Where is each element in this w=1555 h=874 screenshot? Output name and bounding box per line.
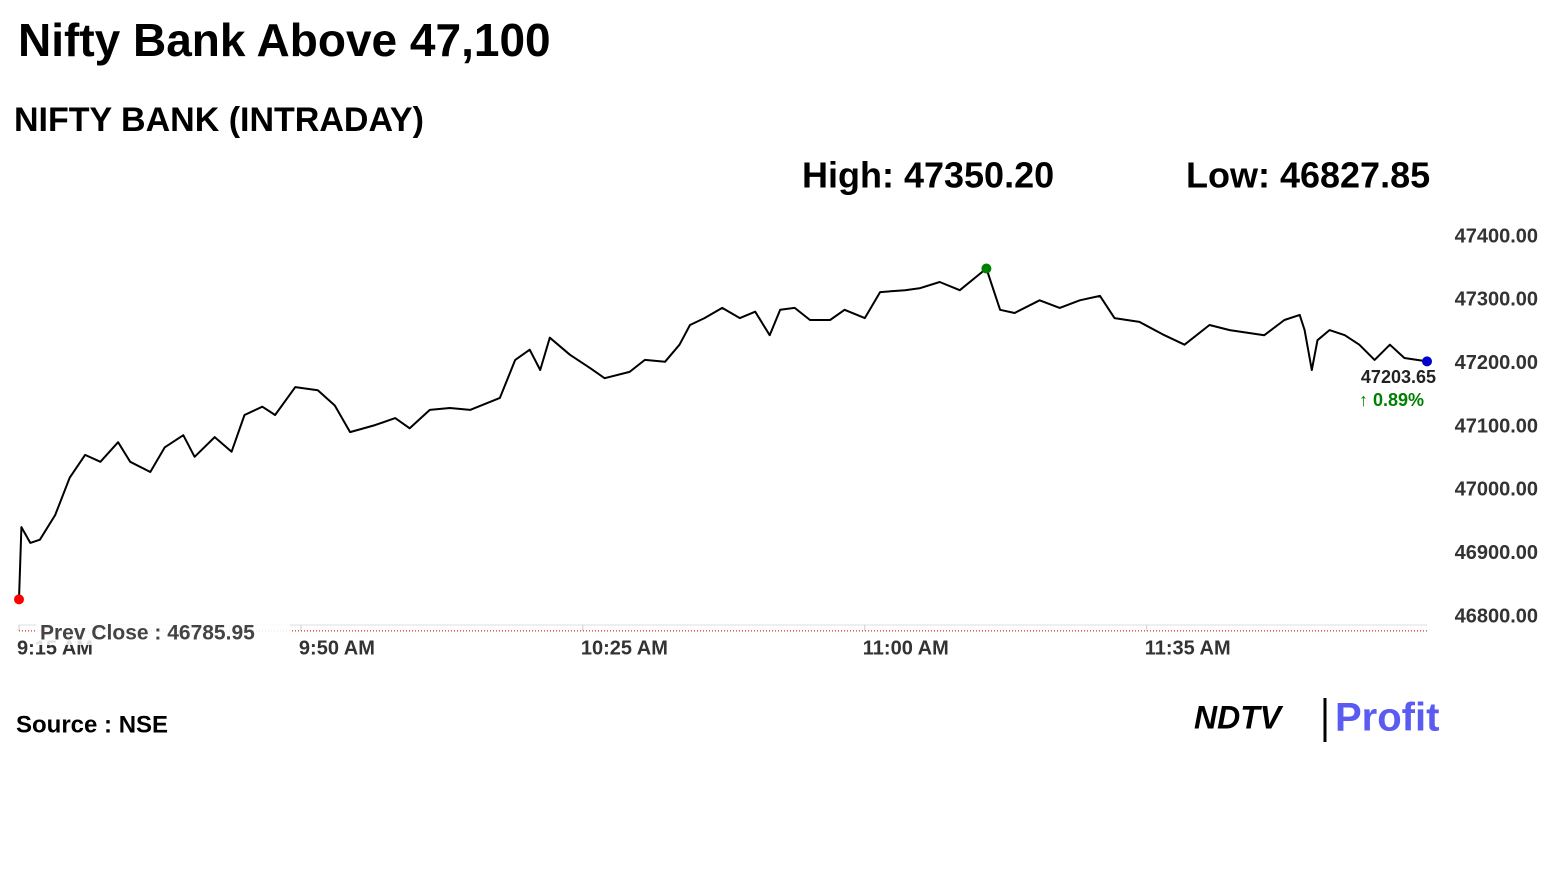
y-tick-label: 47300.00 (1455, 289, 1538, 311)
x-tick-label: 11:00 AM (863, 637, 949, 659)
x-tick-label: 10:25 AM (581, 637, 668, 659)
last-value-label: 47203.65 (1361, 367, 1436, 387)
high-label: High: 47350.20 (802, 155, 1054, 196)
low-label: Low: 46827.85 (1186, 155, 1430, 196)
prev-close-bg (36, 621, 290, 645)
end-dot (1422, 356, 1432, 367)
x-tick-label: 11:35 AM (1145, 637, 1231, 659)
price-line (18, 267, 1428, 600)
y-tick-label: 46800.00 (1455, 605, 1538, 627)
source: Source : NSE (16, 711, 168, 738)
brand-profit: Profit (1335, 696, 1439, 740)
x-tick-label: 9:50 AM (299, 637, 375, 659)
y-tick-label: 47100.00 (1455, 415, 1538, 437)
y-tick-label: 47000.00 (1455, 479, 1538, 501)
chart-title: Nifty Bank Above 47,100 (18, 14, 551, 66)
high-dot (981, 263, 992, 274)
y-tick-label: 47400.00 (1455, 225, 1538, 247)
start-dot (14, 594, 24, 605)
y-tick-label: 47200.00 (1455, 352, 1538, 374)
brand-ndtv: NDTV (1194, 699, 1284, 735)
y-tick-label: 46900.00 (1455, 542, 1538, 564)
chart-subtitle: NIFTY BANK (INTRADAY) (14, 101, 424, 139)
change-label: ↑ 0.89% (1359, 390, 1424, 410)
prev-close-label: Prev Close : 46785.95 (40, 622, 255, 645)
